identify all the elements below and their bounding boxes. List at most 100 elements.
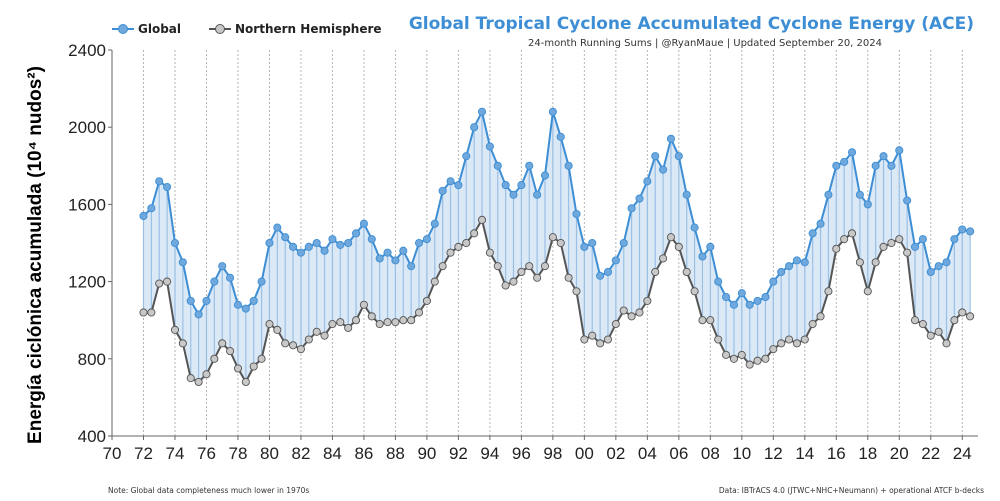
x-tick-label: 86 [354, 444, 373, 463]
global-series-point [769, 277, 778, 286]
legend-label-global: Global [138, 22, 182, 36]
x-tick-label: 08 [701, 444, 720, 463]
global-series-point [722, 292, 731, 302]
x-tick-label: 80 [260, 444, 279, 463]
nh-series-point [430, 277, 439, 286]
global-series-point [477, 107, 487, 116]
x-tick-label: 20 [890, 444, 909, 463]
nh-series-point [966, 312, 975, 321]
legend-item-nh: Northern Hemisphere [209, 22, 382, 36]
nh-series-point [281, 339, 290, 348]
global-series-point [800, 258, 809, 267]
nh-series-point [737, 350, 746, 359]
x-tick-label: 14 [795, 444, 814, 463]
y-tick-label: 1200 [68, 273, 106, 292]
global-series-point [847, 148, 857, 157]
global-series-point [674, 152, 683, 161]
nh-series-point [477, 215, 487, 224]
nh-series-point [375, 320, 384, 329]
global-series-point [375, 254, 384, 263]
nh-series-point [847, 229, 857, 238]
x-tick-label: 04 [638, 444, 657, 463]
nh-series-point [233, 364, 243, 373]
nh-series-point [879, 242, 888, 251]
global-series-point [470, 123, 479, 132]
nh-series-point [391, 318, 400, 327]
x-tick-label: 96 [512, 444, 531, 463]
nh-series-point [627, 312, 636, 321]
nh-series-point [501, 281, 510, 290]
global-series-point [564, 161, 573, 170]
global-series-point [399, 246, 408, 255]
nh-series-point [824, 287, 833, 296]
x-tick-label: 72 [134, 444, 153, 463]
x-tick-label: 98 [543, 444, 562, 463]
nh-series-point [470, 229, 479, 238]
global-series-point [312, 238, 321, 248]
nh-series-point [328, 320, 337, 329]
global-series-point [296, 248, 305, 257]
nh-series-point [722, 350, 731, 359]
global-series-point [958, 225, 967, 234]
global-series-point [840, 157, 849, 166]
nh-series-point [863, 287, 872, 296]
nh-series-point [525, 262, 534, 271]
x-tick-label: 16 [827, 444, 846, 463]
nh-series-point [785, 335, 794, 344]
chart-title: Global Tropical Cyclone Accumulated Cycl… [408, 14, 974, 34]
x-tick-label: 70 [103, 444, 122, 463]
nh-series-point [887, 238, 896, 248]
global-series-point [926, 267, 935, 277]
nh-series-point [619, 306, 628, 315]
nh-series-point [690, 287, 699, 296]
nh-series-point [296, 345, 305, 354]
x-tick-label: 90 [417, 444, 436, 463]
nh-series-point [178, 339, 187, 348]
nh-series-point [761, 354, 770, 363]
global-series-point [635, 194, 644, 203]
legend-item-global: Global [112, 22, 181, 36]
nh-series-point [289, 341, 298, 350]
global-series-point [336, 240, 345, 249]
nh-series-point [745, 360, 754, 369]
global-series-point [265, 238, 274, 248]
nh-series-line [143, 217, 971, 385]
nh-series-point [454, 242, 463, 251]
y-tick-label: 2000 [68, 118, 106, 137]
global-series-point [383, 248, 392, 257]
nh-series-point [304, 335, 313, 344]
global-series-point [918, 235, 927, 244]
global-series-point [611, 256, 620, 265]
global-series-point [580, 242, 589, 251]
nh-series-point [462, 238, 471, 248]
nh-series-point [163, 277, 172, 286]
global-series-point [737, 289, 746, 298]
nh-series-point [241, 377, 250, 387]
global-series-point [887, 161, 896, 170]
nh-series-point [958, 308, 967, 317]
nh-series-point [186, 374, 195, 383]
nh-series-point [643, 296, 652, 305]
x-tick-label: 00 [575, 444, 594, 463]
nh-series-point [352, 316, 361, 325]
x-tick-label: 24 [953, 444, 972, 463]
global-series-point [659, 165, 668, 174]
nh-series-point [698, 316, 707, 325]
global-series-point [170, 238, 180, 248]
global-series-point [651, 152, 660, 161]
y-tick-label: 1600 [68, 195, 106, 214]
nh-series-point [407, 316, 416, 325]
nh-series-point [666, 233, 676, 242]
global-series-point [855, 190, 864, 199]
nh-series-point [808, 320, 817, 329]
nh-series-point [493, 262, 502, 271]
global-series-point [226, 273, 235, 282]
global-series-point [281, 233, 290, 242]
x-tick-label: 82 [291, 444, 310, 463]
global-series-point [548, 107, 557, 116]
global-series-point [792, 256, 801, 265]
x-tick-label: 10 [732, 444, 751, 463]
nh-series-point [399, 316, 408, 325]
